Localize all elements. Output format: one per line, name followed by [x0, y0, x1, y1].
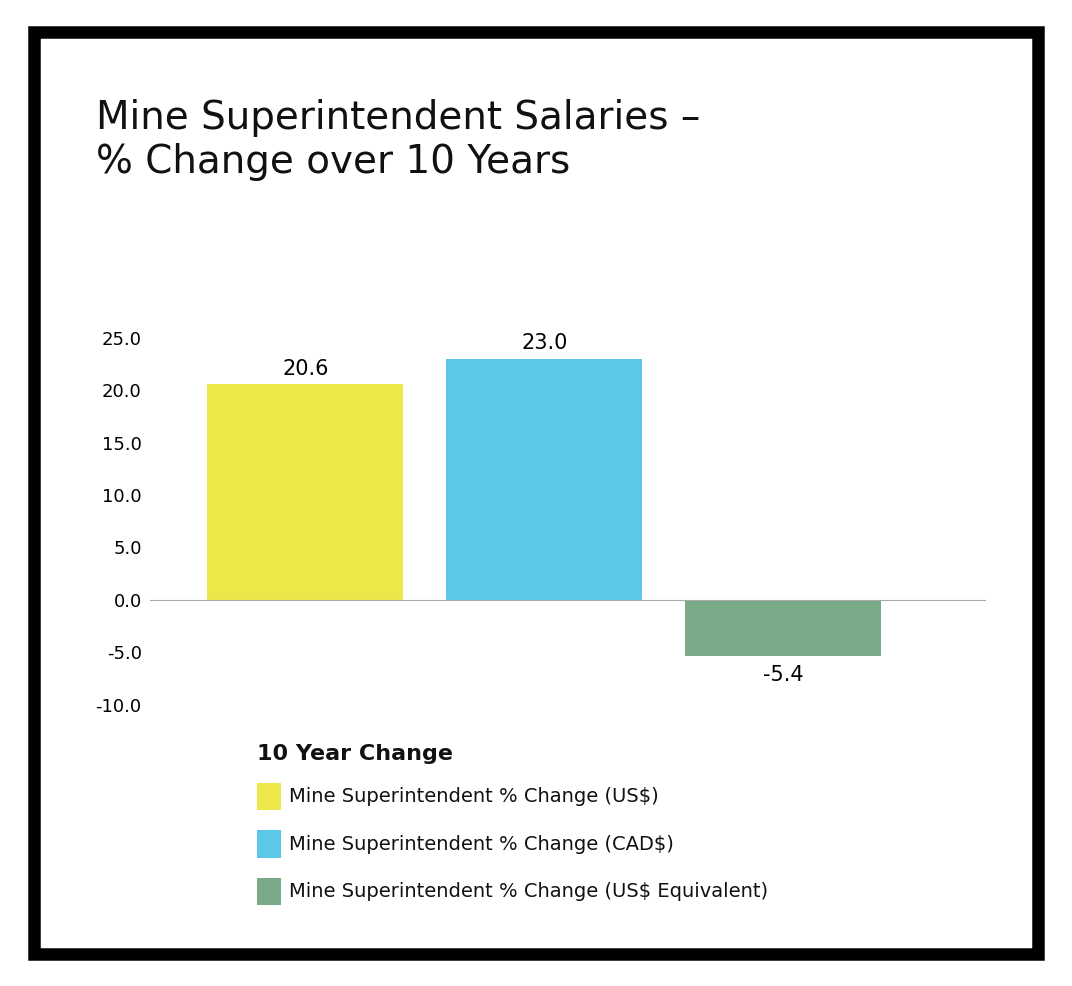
Text: Mine Superintendent Salaries –
% Change over 10 Years: Mine Superintendent Salaries – % Change …	[96, 99, 701, 180]
Text: Mine Superintendent % Change (US$): Mine Superintendent % Change (US$)	[289, 787, 659, 807]
Text: 20.6: 20.6	[282, 359, 329, 379]
Bar	[207, 384, 403, 599]
Text: 23.0: 23.0	[521, 333, 567, 353]
Text: 10 Year Change: 10 Year Change	[257, 744, 453, 764]
Bar	[685, 599, 881, 657]
Text: -5.4: -5.4	[763, 665, 804, 685]
Text: Mine Superintendent % Change (CAD$): Mine Superintendent % Change (CAD$)	[289, 834, 674, 854]
Text: Mine Superintendent % Change (US$ Equivalent): Mine Superintendent % Change (US$ Equiva…	[289, 881, 769, 901]
Bar	[446, 359, 642, 599]
